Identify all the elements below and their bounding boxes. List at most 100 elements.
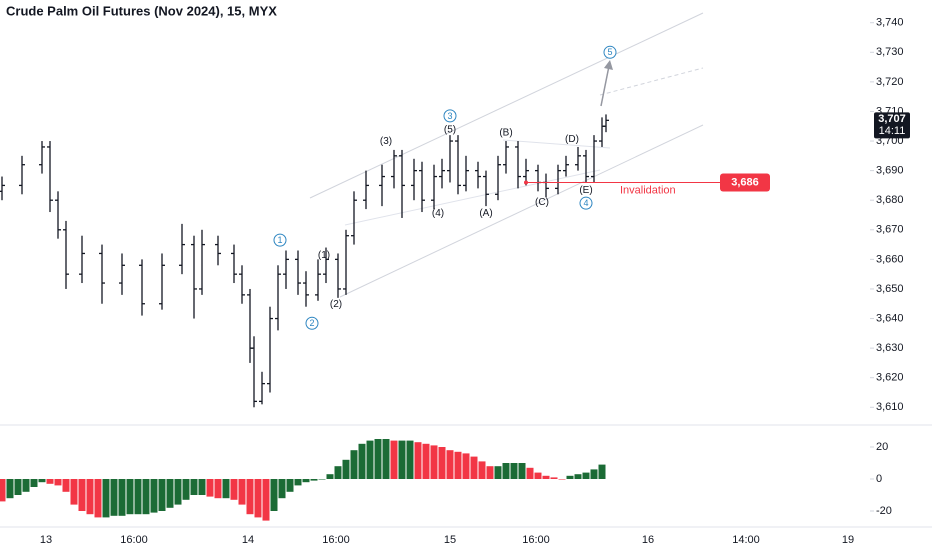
wave-circle bbox=[273, 233, 287, 247]
histogram-bar bbox=[198, 479, 206, 495]
wave-label: (3) bbox=[380, 136, 392, 147]
histogram-bar bbox=[206, 479, 214, 497]
histogram-bar bbox=[238, 479, 246, 505]
invalidation-box bbox=[720, 173, 770, 192]
histogram-bar bbox=[574, 474, 582, 479]
wave-label: (D) bbox=[565, 134, 579, 145]
histogram-bar bbox=[278, 479, 286, 499]
wave-label: (5) bbox=[444, 124, 456, 135]
histogram-bar bbox=[118, 479, 126, 516]
y-tick-label: 3,660 bbox=[876, 253, 904, 265]
wave-label: 5 bbox=[607, 47, 612, 57]
histogram-bar bbox=[110, 479, 118, 516]
x-tick-label: 16:00 bbox=[120, 534, 148, 546]
last-price-box bbox=[874, 112, 910, 139]
histogram-bar bbox=[30, 479, 38, 487]
histogram-bar bbox=[406, 440, 414, 479]
chart-title: Crude Palm Oil Futures (Nov 2024), 15, M… bbox=[6, 3, 277, 18]
histogram-bar bbox=[454, 451, 462, 479]
histogram-bar bbox=[14, 479, 22, 495]
histogram-bar bbox=[478, 461, 486, 479]
histogram-bar bbox=[86, 479, 94, 515]
histogram-bar bbox=[494, 466, 502, 479]
x-tick-label: 16 bbox=[642, 534, 654, 546]
wave-circle bbox=[603, 45, 617, 59]
histogram-bar bbox=[542, 475, 550, 479]
histogram-bar bbox=[158, 479, 166, 511]
wave-label: (2) bbox=[330, 299, 342, 310]
y-tick-label: 20 bbox=[876, 441, 888, 453]
histogram-bar bbox=[134, 479, 142, 515]
wave-label: 3 bbox=[447, 111, 452, 121]
histogram-bar bbox=[430, 445, 438, 479]
wave-circle bbox=[305, 316, 319, 330]
histogram-bar bbox=[222, 479, 230, 499]
wave-label: (A) bbox=[479, 208, 492, 219]
histogram-bar bbox=[398, 440, 406, 479]
wave-label: (B) bbox=[499, 127, 512, 138]
arrow-head bbox=[604, 60, 613, 70]
histogram-bar bbox=[598, 464, 606, 479]
wave-label: (E) bbox=[579, 185, 592, 196]
histogram-bar bbox=[390, 440, 398, 479]
triangle-upper bbox=[502, 139, 611, 149]
x-tick-label: 19 bbox=[842, 534, 854, 546]
x-tick-label: 16:00 bbox=[322, 534, 350, 546]
y-tick-label: 3,670 bbox=[876, 224, 904, 236]
invalidation-text: Invalidation bbox=[620, 184, 676, 196]
y-tick-label: 3,740 bbox=[876, 17, 904, 29]
histogram-bar bbox=[174, 479, 182, 505]
histogram-bar bbox=[22, 479, 30, 492]
wave-label: (C) bbox=[535, 197, 549, 208]
channel-upper bbox=[309, 12, 704, 199]
histogram-bar bbox=[590, 469, 598, 479]
histogram-bar bbox=[94, 479, 102, 518]
x-tick-label: 13 bbox=[40, 534, 52, 546]
histogram-bar bbox=[0, 479, 6, 502]
histogram-bar bbox=[6, 479, 14, 499]
y-tick-label: 3,620 bbox=[876, 372, 904, 384]
histogram-bar bbox=[54, 479, 62, 486]
last-price-label: 3,707 bbox=[878, 113, 906, 125]
histogram-bar bbox=[358, 443, 366, 479]
y-tick-label: 0 bbox=[876, 473, 882, 485]
histogram-bar bbox=[78, 479, 86, 511]
wave-label: 4 bbox=[583, 198, 588, 208]
histogram-bar bbox=[374, 439, 382, 479]
histogram-bar bbox=[422, 443, 430, 479]
histogram-bar bbox=[38, 479, 46, 483]
y-tick-label: 3,640 bbox=[876, 312, 904, 324]
x-tick-label: 14 bbox=[242, 534, 254, 546]
wave-circle bbox=[443, 109, 457, 123]
invalidation-label: 3,686 bbox=[731, 176, 759, 188]
histogram-bar bbox=[246, 479, 254, 515]
histogram-bar bbox=[462, 453, 470, 479]
histogram-bar bbox=[486, 466, 494, 479]
wave-label: (4) bbox=[432, 208, 444, 219]
histogram-bar bbox=[286, 479, 294, 492]
histogram-bar bbox=[566, 475, 574, 479]
histogram-bar bbox=[302, 479, 310, 483]
histogram-bar bbox=[318, 479, 326, 480]
histogram-bar bbox=[326, 474, 334, 479]
y-tick-label: 3,650 bbox=[876, 283, 904, 295]
x-tick-label: 14:00 bbox=[732, 534, 760, 546]
histogram-bar bbox=[510, 463, 518, 479]
histogram-bar bbox=[262, 479, 270, 521]
histogram-bar bbox=[558, 479, 566, 480]
y-tick-label: -20 bbox=[876, 505, 892, 517]
histogram-bar bbox=[502, 463, 510, 479]
histogram-bar bbox=[102, 479, 110, 518]
histogram-bar bbox=[470, 456, 478, 479]
histogram-bar bbox=[142, 479, 150, 515]
histogram-bar bbox=[182, 479, 190, 500]
y-tick-label: 3,690 bbox=[876, 165, 904, 177]
y-tick-label: 3,680 bbox=[876, 194, 904, 206]
histogram-bar bbox=[150, 479, 158, 513]
y-tick-label: 3,630 bbox=[876, 342, 904, 354]
histogram-bar bbox=[342, 459, 350, 479]
arrow-shaft bbox=[600, 65, 610, 107]
channel-lower bbox=[339, 124, 704, 298]
histogram-bar bbox=[46, 479, 54, 484]
